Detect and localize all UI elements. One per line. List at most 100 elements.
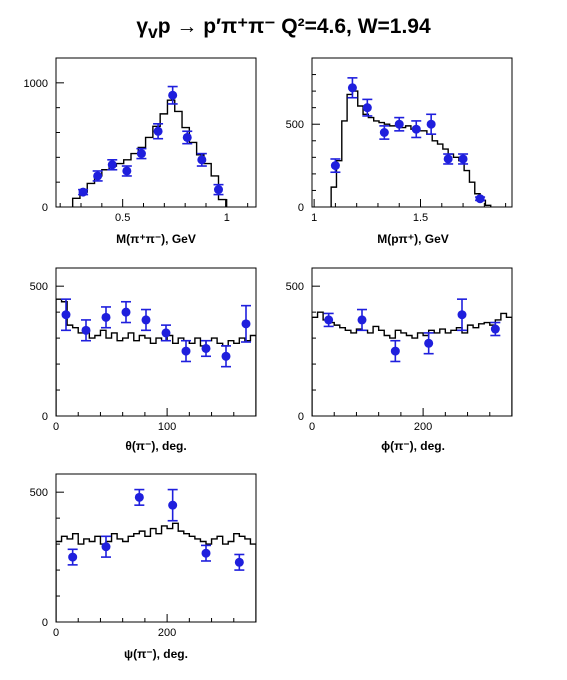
- data-marker: [390, 346, 400, 356]
- data-marker: [153, 126, 163, 136]
- data-marker: [347, 83, 357, 93]
- y-tick-label: 500: [286, 119, 304, 131]
- data-marker: [134, 492, 144, 502]
- data-marker: [101, 542, 111, 552]
- histogram-line: [56, 522, 256, 622]
- x-tick-label: 100: [158, 421, 176, 433]
- data-marker: [201, 548, 211, 558]
- panel-m_pipi: 0.5 1 0 1000 M(π⁺π⁻), GeV: [24, 57, 257, 246]
- x-axis-label: θ(π⁻), deg.: [125, 439, 186, 453]
- data-marker: [93, 171, 103, 181]
- plot-frame: [311, 267, 513, 417]
- data-marker: [121, 307, 131, 317]
- data-point: [101, 535, 111, 558]
- plot-frame: [55, 473, 257, 623]
- x-tick-label: 0: [309, 421, 315, 433]
- x-tick-label: 0.5: [115, 212, 130, 224]
- y-tick-label: 0: [298, 411, 304, 423]
- data-marker: [426, 119, 436, 129]
- data-point: [458, 153, 469, 165]
- data-point: [394, 116, 405, 132]
- data-marker: [197, 155, 207, 165]
- data-marker: [357, 315, 367, 325]
- data-point: [201, 339, 211, 358]
- x-tick-label: 1.5: [413, 212, 428, 224]
- data-point: [121, 300, 131, 324]
- data-marker: [330, 161, 340, 171]
- data-point: [457, 298, 467, 332]
- data-marker: [136, 149, 146, 159]
- data-marker: [107, 160, 117, 170]
- data-point: [443, 153, 454, 165]
- data-point: [362, 98, 373, 117]
- data-point: [347, 77, 358, 99]
- data-marker: [161, 328, 171, 338]
- data-marker: [181, 346, 191, 356]
- data-point: [101, 306, 111, 329]
- y-tick-label: 500: [286, 281, 304, 293]
- data-point: [182, 130, 193, 145]
- data-point: [81, 319, 91, 342]
- data-point: [121, 165, 132, 177]
- data-point: [426, 113, 437, 135]
- data-point: [490, 321, 501, 337]
- data-point: [107, 159, 118, 171]
- data-marker: [234, 557, 244, 567]
- data-point: [330, 158, 341, 174]
- x-tick-label: 1: [224, 212, 230, 224]
- data-point: [390, 339, 401, 363]
- data-point: [167, 488, 178, 522]
- data-point: [67, 548, 78, 566]
- y-tick-label: 500: [30, 281, 48, 293]
- data-point: [136, 147, 147, 160]
- y-tick-label: 0: [42, 411, 48, 423]
- data-marker: [201, 343, 211, 353]
- data-point: [221, 345, 231, 368]
- data-marker: [168, 500, 178, 510]
- data-marker: [101, 312, 111, 322]
- data-point: [134, 488, 145, 506]
- panel-psi: 0 200 0 500 ψ(π⁻), deg.: [30, 473, 257, 661]
- data-point: [167, 85, 178, 105]
- data-marker: [61, 310, 71, 320]
- data-point: [141, 308, 151, 332]
- data-point: [411, 120, 422, 139]
- data-marker: [379, 128, 389, 137]
- x-tick-label: 0: [53, 627, 59, 639]
- y-tick-label: 0: [298, 202, 304, 214]
- panel-theta: 0 100 0 500 θ(π⁻), deg.: [30, 267, 257, 453]
- data-point: [475, 194, 486, 204]
- data-point: [323, 312, 334, 328]
- data-point: [241, 304, 251, 343]
- data-marker: [241, 319, 251, 329]
- data-point: [78, 187, 89, 197]
- data-marker: [68, 552, 78, 562]
- data-point: [423, 332, 434, 355]
- plot-frame: [311, 57, 513, 208]
- data-marker: [362, 103, 372, 113]
- panel-phi: 0 200 0 500 ϕ(π⁻), deg.: [286, 267, 513, 453]
- panel-m_ppip: 1 1.5 0 500 M(pπ⁺), GeV: [286, 57, 513, 246]
- data-marker: [458, 154, 468, 164]
- x-axis-label: M(π⁺π⁻), GeV: [116, 232, 196, 246]
- data-point: [213, 183, 224, 196]
- data-point: [234, 553, 245, 571]
- data-point: [161, 324, 171, 342]
- data-marker: [443, 154, 453, 164]
- data-marker: [221, 351, 231, 361]
- data-point: [379, 125, 390, 140]
- data-marker: [394, 119, 404, 129]
- x-axis-label: ϕ(π⁻), deg.: [381, 439, 445, 453]
- y-tick-label: 0: [42, 617, 48, 629]
- x-tick-label: 0: [53, 421, 59, 433]
- figure-title: γvp → p′π⁺π⁻ Q²=4.6, W=1.94: [136, 15, 431, 43]
- x-tick-label: 200: [158, 627, 176, 639]
- data-marker: [81, 325, 91, 335]
- data-marker: [424, 338, 434, 348]
- data-point: [181, 339, 191, 363]
- x-axis-label: ψ(π⁻), deg.: [124, 647, 188, 661]
- x-tick-label: 200: [414, 421, 432, 433]
- data-marker: [411, 124, 421, 134]
- data-marker: [475, 194, 485, 204]
